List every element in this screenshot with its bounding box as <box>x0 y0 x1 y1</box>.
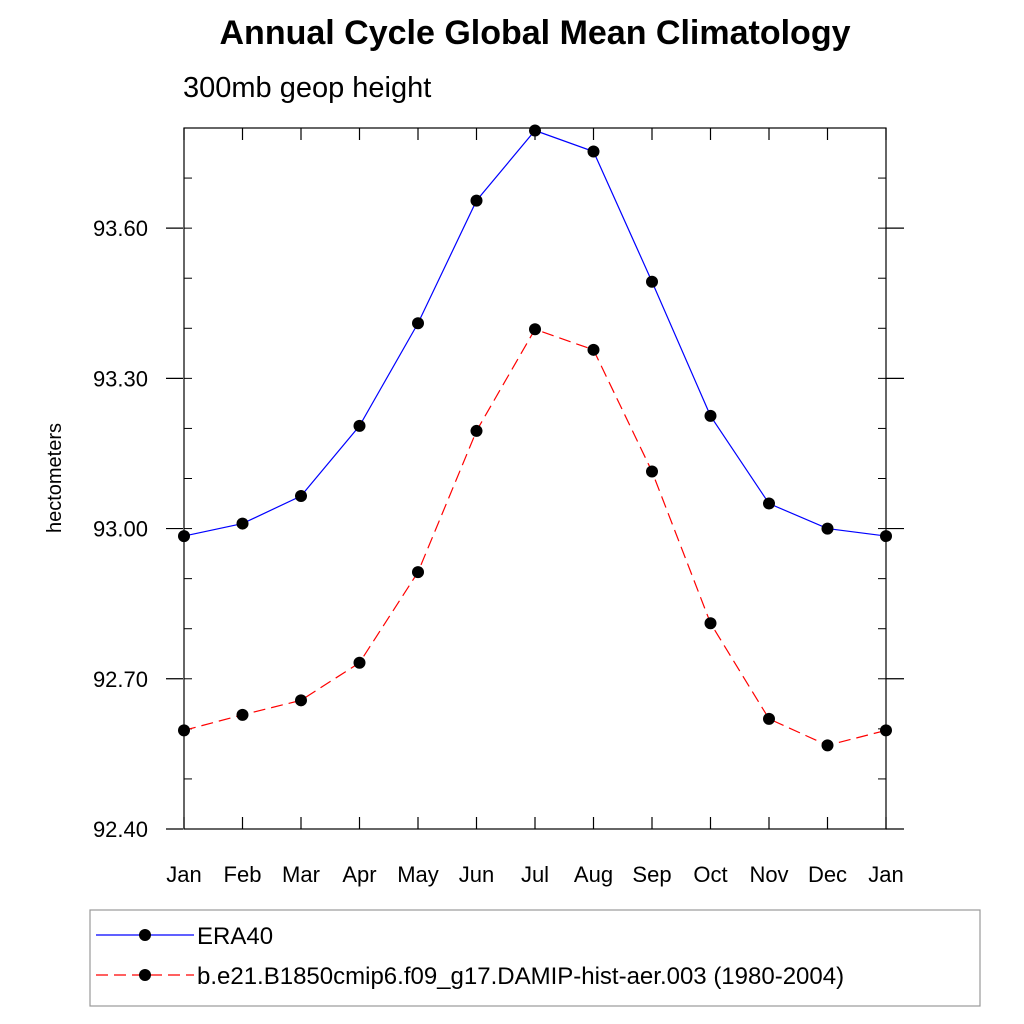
y-axis-label: hectometers <box>44 423 66 533</box>
series-layer <box>178 124 892 752</box>
data-point <box>880 530 892 543</box>
data-point <box>412 566 424 579</box>
chart-subtitle: 300mb geop height <box>183 72 432 104</box>
chart-title: Annual Cycle Global Mean Climatology <box>219 14 851 52</box>
legend-box <box>89 909 981 1007</box>
x-tick-label: Dec <box>808 862 847 887</box>
x-tick-label: Mar <box>282 862 320 887</box>
x-tick-label: Jan <box>868 862 903 887</box>
x-tick-label: May <box>397 862 439 887</box>
data-point <box>353 419 366 432</box>
x-tick-label: Jan <box>166 862 201 887</box>
data-point <box>236 517 249 530</box>
x-tick-label: Jun <box>459 862 494 887</box>
data-point <box>587 145 600 158</box>
data-point <box>704 617 717 630</box>
x-tick-label: Nov <box>749 862 788 887</box>
y-tick-label: 93.30 <box>93 366 148 391</box>
legend-marker-0 <box>139 929 151 941</box>
data-point <box>646 275 658 288</box>
data-point <box>646 465 658 478</box>
data-point <box>178 530 190 543</box>
y-tick-label: 92.40 <box>93 817 148 842</box>
data-point <box>704 409 717 422</box>
legend: ERA40 b.e21.B1850cmip6.f09_g17.DAMIP-hist… <box>96 923 844 990</box>
y-tick-label: 92.70 <box>93 667 148 692</box>
data-point <box>880 724 892 737</box>
data-point <box>470 194 483 207</box>
x-tick-label: Oct <box>693 862 727 887</box>
data-point <box>178 724 190 737</box>
x-tick-label: Aug <box>574 862 613 887</box>
data-point <box>295 694 307 707</box>
x-tick-label: Apr <box>342 862 376 887</box>
x-tick-label: Jul <box>521 862 549 887</box>
data-point <box>529 323 541 336</box>
x-tick-label: Feb <box>224 862 262 887</box>
data-point <box>470 424 483 437</box>
data-point <box>353 656 366 669</box>
data-point <box>821 522 834 535</box>
axis-ticks <box>166 127 904 830</box>
legend-marker-1 <box>139 969 151 981</box>
data-point <box>821 739 834 752</box>
data-point <box>763 712 775 725</box>
axis-tick-labels: Jan Feb Mar Apr May Jun Jul Aug Sep Oct Nov Dec Jan 9… <box>93 216 904 887</box>
data-point <box>412 317 424 330</box>
x-tick-label: Sep <box>632 862 671 887</box>
legend-label-1: b.e21.B1850cmip6.f09_g17.DAMIP-hist-aer.… <box>197 963 844 990</box>
series-line-1 <box>183 328 887 747</box>
data-point <box>763 497 775 510</box>
data-point <box>236 708 249 721</box>
y-tick-label: 93.60 <box>93 216 148 241</box>
legend-label-0: ERA40 <box>197 923 273 950</box>
data-point <box>295 490 307 503</box>
y-tick-label: 93.00 <box>93 517 148 542</box>
data-point <box>529 124 541 137</box>
data-point <box>587 343 600 356</box>
